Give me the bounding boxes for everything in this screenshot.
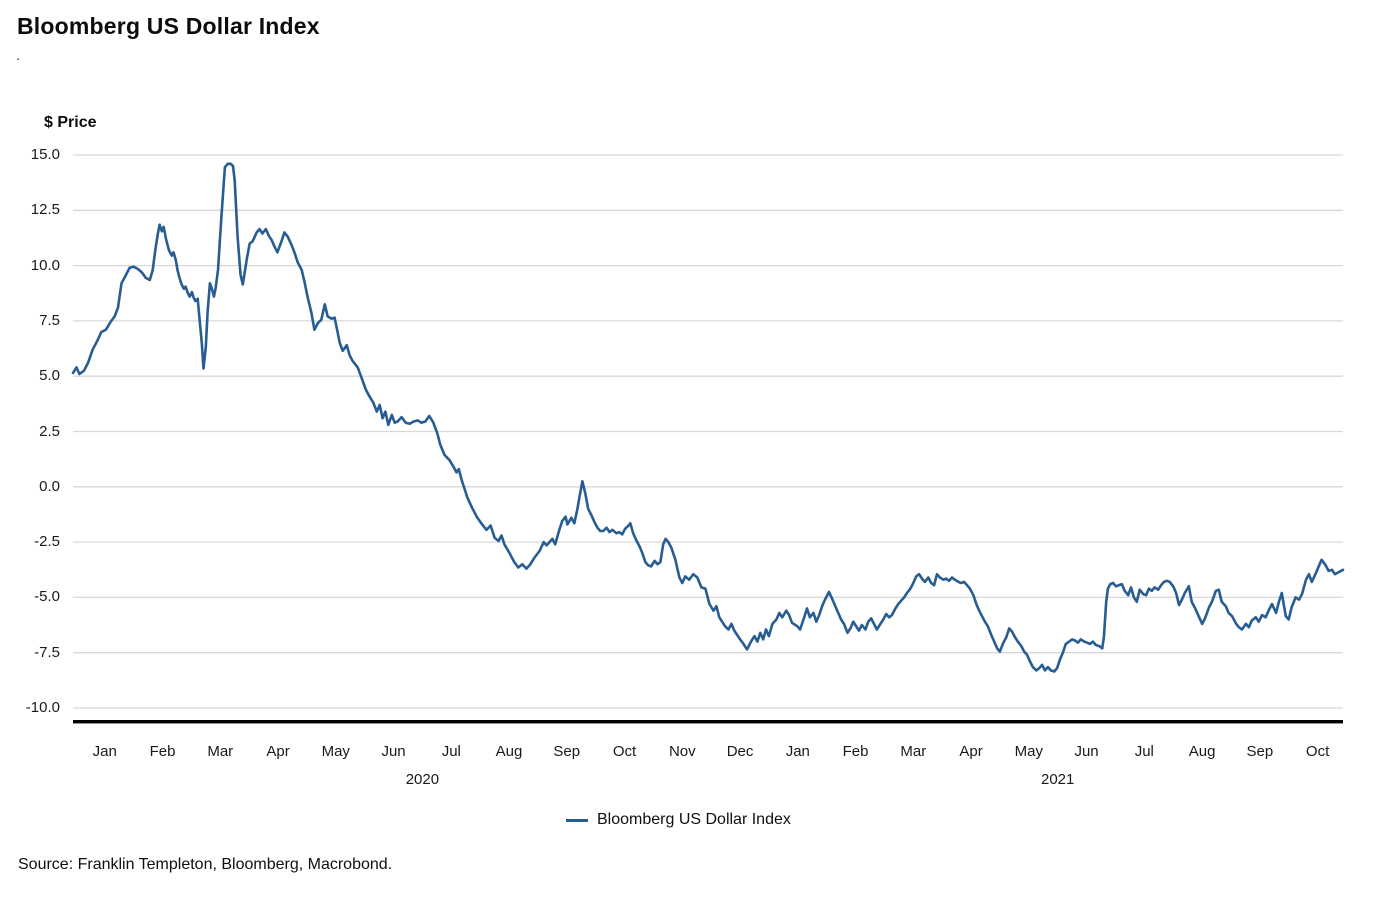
x-month-label: Jan: [785, 743, 810, 760]
y-tick-label: -7.5: [34, 643, 60, 661]
y-tick-label: -2.5: [34, 533, 60, 551]
x-month-label: Oct: [612, 743, 637, 760]
index-line: [71, 162, 1345, 673]
y-tick-label: -5.0: [34, 588, 60, 606]
y-tick-label: -10.0: [25, 699, 60, 716]
y-tick-label: 10.0: [30, 256, 60, 274]
x-month-label: May: [321, 743, 350, 760]
x-month-label: Jul: [441, 743, 461, 760]
legend: Bloomberg US Dollar Index: [566, 811, 791, 829]
x-month-label: Sep: [1246, 743, 1274, 760]
y-axis-title: $ Price: [44, 114, 97, 131]
page-title: Bloomberg US Dollar Index: [17, 13, 320, 39]
x-month-label: Feb: [842, 743, 869, 760]
x-month-label: Mar: [207, 743, 234, 760]
y-tick-label: 7.5: [39, 311, 60, 329]
y-tick-label: 2.5: [39, 422, 60, 440]
y-tick-label: 0.0: [39, 477, 60, 495]
x-month-label: Apr: [266, 743, 290, 760]
y-tick-label: 5.0: [39, 367, 60, 385]
x-month-label: Oct: [1305, 743, 1330, 760]
x-month-label: Apr: [959, 743, 983, 760]
x-month-label: Aug: [1188, 743, 1216, 760]
legend-line-swatch-icon: [566, 818, 588, 822]
source-note: Source: Franklin Templeton, Bloomberg, M…: [18, 856, 393, 873]
y-tick-label: 15.0: [30, 146, 60, 163]
x-month-label: Mar: [900, 743, 927, 760]
y-tick-label: 12.5: [30, 201, 60, 219]
x-month-label: Jan: [92, 743, 117, 760]
x-axis-line: [73, 720, 1343, 724]
x-year-label: 2020: [405, 771, 440, 788]
legend-label: Bloomberg US Dollar Index: [597, 811, 791, 828]
x-month-label: Dec: [726, 743, 754, 760]
x-month-label: Jul: [1134, 743, 1154, 760]
x-month-label: Feb: [149, 743, 176, 760]
gridlines: [73, 154, 1343, 709]
x-month-label: Nov: [668, 743, 696, 760]
x-month-label: Sep: [553, 743, 581, 760]
x-month-label: Aug: [495, 743, 523, 760]
x-month-label: May: [1014, 743, 1043, 760]
title-period-mark: .: [16, 47, 21, 64]
x-month-label: Jun: [1074, 743, 1099, 760]
x-year-label: 2021: [1041, 771, 1075, 788]
x-month-label: Jun: [381, 743, 406, 760]
